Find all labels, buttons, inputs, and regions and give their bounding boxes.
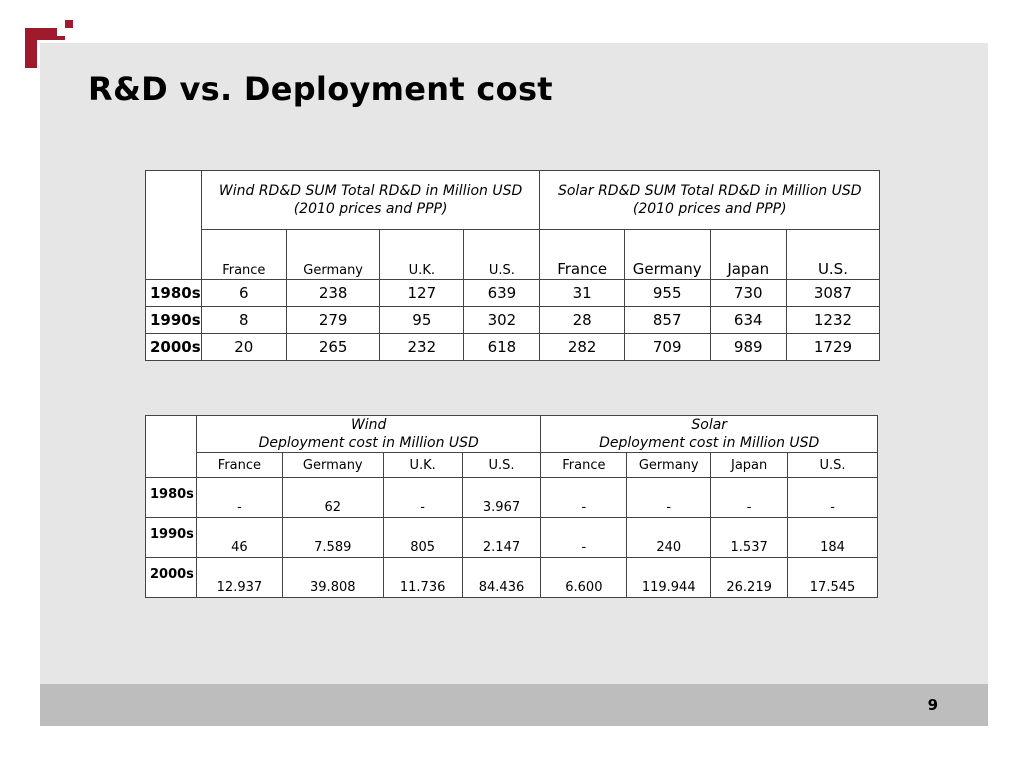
column-header: France bbox=[200, 229, 287, 280]
table-cell: 8 bbox=[200, 306, 287, 334]
corner-cell bbox=[145, 415, 197, 478]
group-line1: Solar bbox=[691, 417, 728, 433]
column-header: Germany bbox=[285, 229, 381, 280]
table-row: 2000s 20 265 232 618 282 709 989 1729 bbox=[145, 333, 881, 361]
table-cell: 639 bbox=[463, 279, 541, 307]
table-cell: 6.600 bbox=[540, 557, 628, 598]
table-cell: 28 bbox=[539, 306, 625, 334]
row-label: 1980s bbox=[145, 279, 202, 307]
deployment-column-header-row: France Germany U.K. U.S. France Germany … bbox=[146, 452, 878, 478]
table-cell: 1729 bbox=[785, 333, 881, 361]
table-cell: 857 bbox=[623, 306, 711, 334]
row-label: 1980s bbox=[145, 477, 197, 518]
rd-group-solar: Solar RD&D SUM Total RD&D in Million USD… bbox=[539, 170, 880, 230]
column-header: France bbox=[195, 452, 283, 478]
column-header: U.S. bbox=[787, 452, 878, 478]
table-cell: 26.219 bbox=[710, 557, 789, 598]
column-header: Japan bbox=[710, 452, 789, 478]
table-cell: - bbox=[382, 477, 463, 518]
table-cell: 279 bbox=[285, 306, 381, 334]
column-header: France bbox=[540, 452, 628, 478]
table-cell: 11.736 bbox=[382, 557, 463, 598]
table-cell: 232 bbox=[379, 333, 465, 361]
table-cell: 6 bbox=[200, 279, 287, 307]
rd-group-header-row: Wind RD&D SUM Total RD&D in Million USD … bbox=[145, 170, 880, 280]
table-cell: 240 bbox=[626, 517, 712, 558]
column-header: Germany bbox=[623, 229, 711, 280]
table-cell: 730 bbox=[709, 279, 787, 307]
table-cell: 184 bbox=[787, 517, 878, 558]
table-cell: 3087 bbox=[785, 279, 881, 307]
deployment-group-solar: Solar Deployment cost in Million USD bbox=[540, 415, 878, 453]
table-cell: 955 bbox=[623, 279, 711, 307]
table-cell: 3.967 bbox=[461, 477, 542, 518]
table-cell: 302 bbox=[463, 306, 541, 334]
column-header: Germany bbox=[281, 452, 384, 478]
table-cell: 31 bbox=[539, 279, 625, 307]
row-label: 2000s bbox=[145, 557, 197, 598]
table-cell: 95 bbox=[379, 306, 465, 334]
table-cell: - bbox=[787, 477, 878, 518]
group-line1: Wind bbox=[350, 417, 387, 433]
table-cell: 1232 bbox=[785, 306, 881, 334]
rd-column-header-row: France Germany U.K. U.S. France Germany … bbox=[146, 229, 881, 280]
column-header: U.S. bbox=[461, 452, 542, 478]
table-cell: 989 bbox=[709, 333, 787, 361]
rd-group-wind: Wind RD&D SUM Total RD&D in Million USD … bbox=[200, 170, 541, 230]
corner-cell bbox=[145, 170, 202, 280]
table-cell: 1.537 bbox=[710, 517, 789, 558]
table-row: 1980s - 62 - 3.967 - - - - bbox=[145, 477, 878, 518]
column-header: U.S. bbox=[785, 229, 881, 280]
table-cell: 634 bbox=[709, 306, 787, 334]
column-header: France bbox=[539, 229, 625, 280]
table-cell: 46 bbox=[195, 517, 283, 558]
table-row: 1990s 46 7.589 805 2.147 - 240 1.537 184 bbox=[145, 517, 878, 558]
table-cell: - bbox=[195, 477, 283, 518]
column-header: U.K. bbox=[379, 229, 465, 280]
table-cell: 238 bbox=[285, 279, 381, 307]
column-header: Germany bbox=[626, 452, 712, 478]
group-line2: Deployment cost in Million USD bbox=[599, 435, 820, 451]
table-cell: - bbox=[710, 477, 789, 518]
table-cell: 39.808 bbox=[281, 557, 384, 598]
table-cell: 7.589 bbox=[281, 517, 384, 558]
table-cell: 84.436 bbox=[461, 557, 542, 598]
group-line2: Deployment cost in Million USD bbox=[258, 435, 479, 451]
table-cell: 20 bbox=[200, 333, 287, 361]
deployment-group-header-row: Wind Deployment cost in Million USD Sola… bbox=[145, 415, 878, 478]
table-cell: 17.545 bbox=[787, 557, 878, 598]
table-cell: 62 bbox=[281, 477, 384, 518]
table-cell: 2.147 bbox=[461, 517, 542, 558]
table-row: 2000s 12.937 39.808 11.736 84.436 6.600 … bbox=[145, 557, 878, 598]
table-cell: 119.944 bbox=[626, 557, 712, 598]
table-cell: 12.937 bbox=[195, 557, 283, 598]
table-cell: 265 bbox=[285, 333, 381, 361]
table-row: 1990s 8 279 95 302 28 857 634 1232 bbox=[145, 306, 881, 334]
row-label: 2000s bbox=[145, 333, 202, 361]
slide-title: R&D vs. Deployment cost bbox=[88, 70, 553, 108]
table-cell: - bbox=[626, 477, 712, 518]
table-row: 1980s 6 238 127 639 31 955 730 3087 bbox=[145, 279, 881, 307]
column-header: U.K. bbox=[382, 452, 463, 478]
table-cell: 709 bbox=[623, 333, 711, 361]
table-cell: 618 bbox=[463, 333, 541, 361]
column-header: U.S. bbox=[463, 229, 541, 280]
table-cell: - bbox=[540, 517, 628, 558]
table-cell: - bbox=[540, 477, 628, 518]
deployment-group-wind: Wind Deployment cost in Million USD bbox=[195, 415, 542, 453]
row-label: 1990s bbox=[145, 517, 197, 558]
table-cell: 127 bbox=[379, 279, 465, 307]
deployment-table: Wind Deployment cost in Million USD Sola… bbox=[145, 415, 878, 598]
table-cell: 805 bbox=[382, 517, 463, 558]
row-label: 1990s bbox=[145, 306, 202, 334]
footer-bar: 9 bbox=[40, 684, 988, 726]
page-number: 9 bbox=[927, 696, 938, 714]
column-header: Japan bbox=[709, 229, 787, 280]
rd-table: Wind RD&D SUM Total RD&D in Million USD … bbox=[145, 170, 881, 361]
table-cell: 282 bbox=[539, 333, 625, 361]
